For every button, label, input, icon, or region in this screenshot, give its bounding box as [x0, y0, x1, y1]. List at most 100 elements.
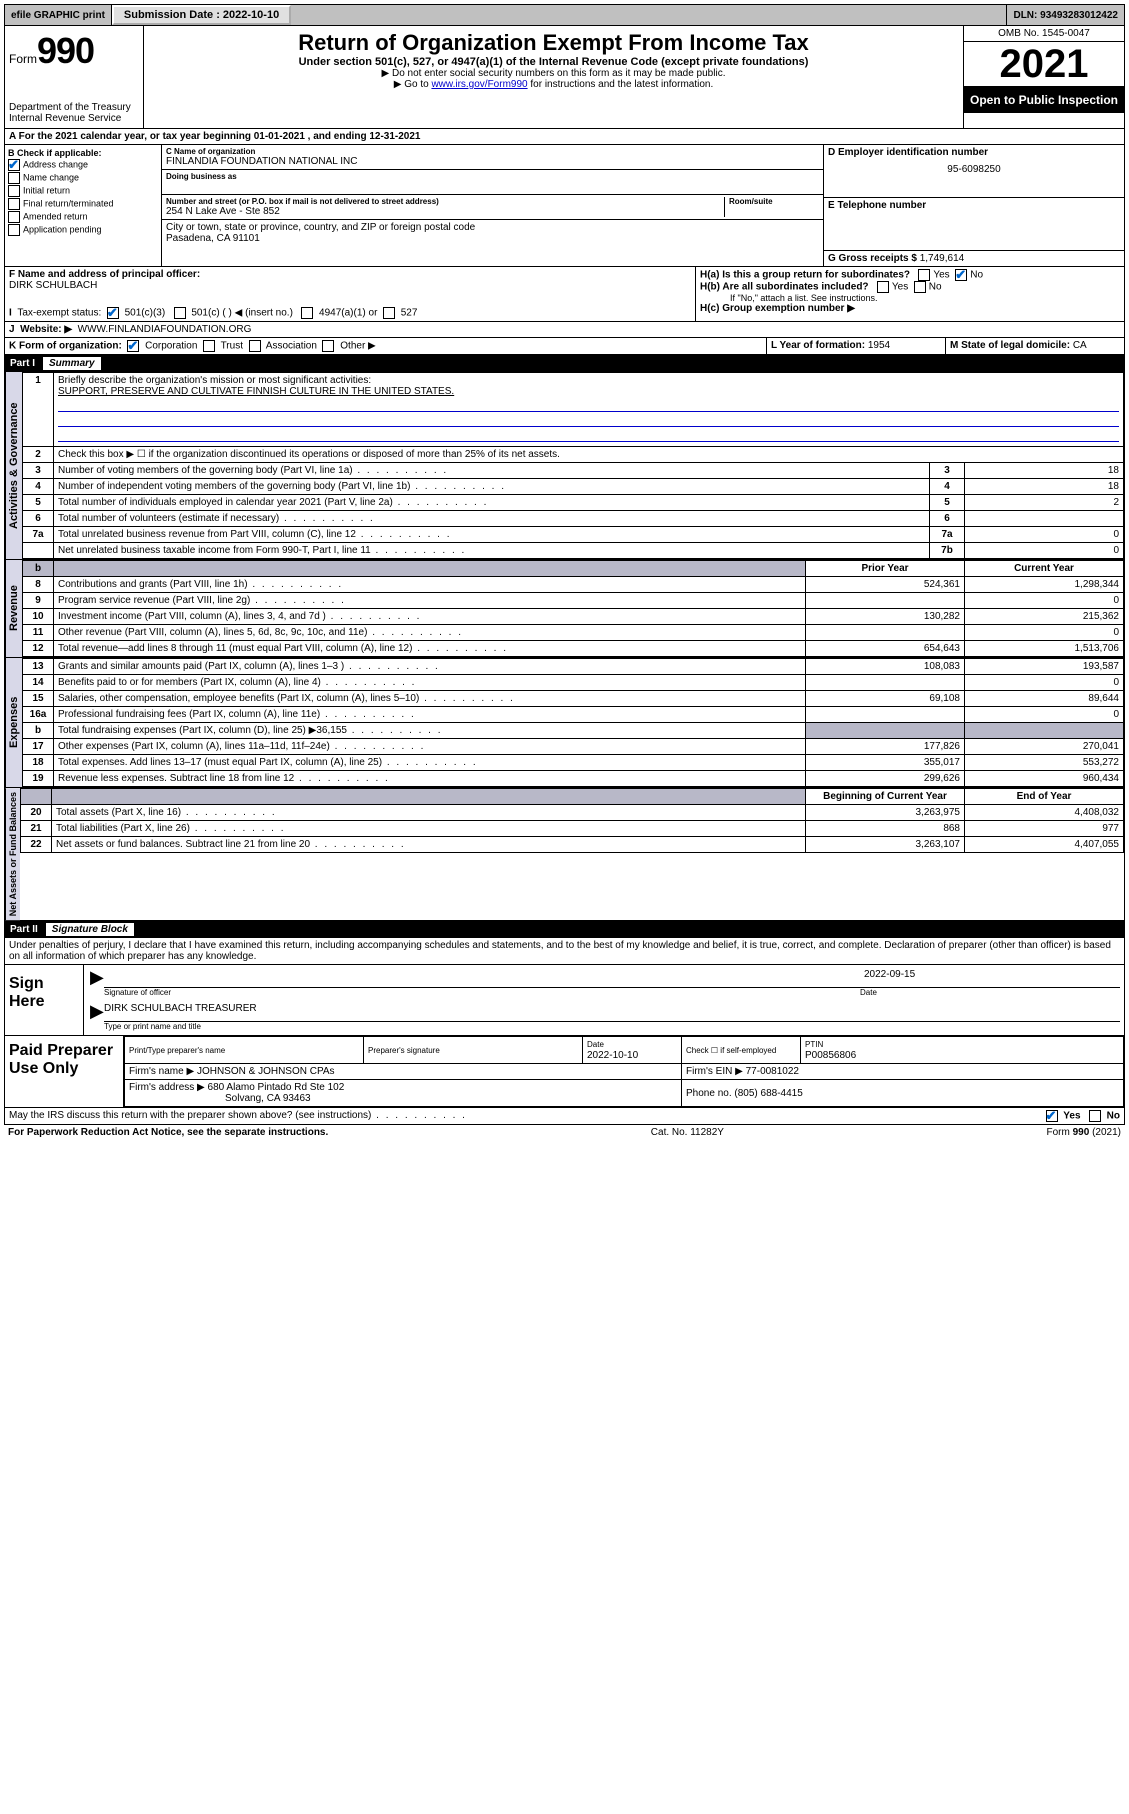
expenses-section: Expenses 13Grants and similar amounts pa…	[4, 658, 1125, 788]
entity-info-grid: B Check if applicable: Address change Na…	[4, 145, 1125, 267]
firm-ein-value: 77-0081022	[746, 1066, 799, 1077]
checkbox-icon	[8, 172, 20, 184]
ein-value: 95-6098250	[828, 164, 1120, 175]
chk-app-pending[interactable]: Application pending	[8, 224, 158, 236]
box-m: M State of legal domicile: CA	[946, 338, 1124, 354]
ha-label: H(a) Is this a group return for subordin…	[700, 270, 910, 281]
pra-notice: For Paperwork Reduction Act Notice, see …	[8, 1127, 328, 1138]
name-title-label: Type or print name and title	[104, 1022, 1120, 1031]
mission-blank-line	[58, 429, 1119, 442]
firm-addr2-value: Solvang, CA 93463	[129, 1093, 311, 1104]
checkbox-icon	[8, 224, 20, 236]
line-1: 1 Briefly describe the organization's mi…	[23, 373, 1124, 447]
chk-amended-return[interactable]: Amended return	[8, 211, 158, 223]
line-a-text: For the 2021 calendar year, or tax year …	[19, 131, 421, 142]
table-row: 19Revenue less expenses. Subtract line 1…	[23, 771, 1124, 787]
line-2: 2 Check this box ▶ ☐ if the organization…	[23, 447, 1124, 463]
line-a-tax-year: A For the 2021 calendar year, or tax yea…	[4, 129, 1125, 145]
form-number: 990	[37, 30, 94, 71]
gross-receipts-value: 1,749,614	[920, 253, 965, 264]
box-c: C Name of organization FINLANDIA FOUNDAT…	[162, 145, 823, 266]
irs-label: Internal Revenue Service	[9, 113, 139, 124]
form-prefix: Form	[9, 52, 37, 66]
prep-row-3: Firm's address ▶ 680 Alamo Pintado Rd St…	[125, 1080, 1124, 1107]
col-prior-year: Prior Year	[806, 561, 965, 577]
prep-row-1: Print/Type preparer's name Preparer's si…	[125, 1037, 1124, 1064]
self-employed-check[interactable]: Check ☐ if self-employed	[686, 1046, 776, 1055]
discuss-row: May the IRS discuss this return with the…	[4, 1108, 1125, 1125]
open-inspection-badge: Open to Public Inspection	[964, 87, 1124, 113]
hb-note: If "No," attach a list. See instructions…	[700, 293, 1120, 303]
firm-addr-label: Firm's address ▶	[129, 1082, 205, 1093]
sub3-post: for instructions and the latest informat…	[528, 79, 714, 90]
officer-name-title: DIRK SCHULBACH TREASURER	[104, 1003, 257, 1014]
checkbox-icon	[8, 159, 20, 171]
org-name-value: FINLANDIA FOUNDATION NATIONAL INC	[166, 156, 819, 167]
year-formation-label: L Year of formation:	[771, 340, 865, 351]
topbar-spacer	[291, 5, 1007, 25]
firm-ein-label: Firm's EIN ▶	[686, 1066, 743, 1077]
header-right: OMB No. 1545-0047 2021 Open to Public In…	[963, 26, 1124, 128]
signature-line[interactable]: ▶	[104, 969, 860, 988]
submission-date: Submission Date : 2022-10-10	[112, 5, 291, 25]
box-hc: H(c) Group exemption number ▶	[700, 303, 1120, 314]
year-formation-value: 1954	[868, 340, 890, 351]
mission-value: SUPPORT, PRESERVE AND CULTIVATE FINNISH …	[58, 386, 454, 397]
website-value: WWW.FINLANDIAFOUNDATION.ORG	[78, 324, 252, 335]
form-subtitle-2: ▶ Do not enter social security numbers o…	[150, 68, 957, 79]
phone-value: (805) 688-4415	[734, 1088, 802, 1099]
table-row: 15Salaries, other compensation, employee…	[23, 691, 1124, 707]
ptin-label: PTIN	[805, 1040, 823, 1049]
yes-label: Yes	[1063, 1111, 1080, 1122]
arrow-icon: ▶	[90, 1001, 104, 1022]
org-name-block: C Name of organization FINLANDIA FOUNDAT…	[162, 145, 823, 170]
box-hb: H(b) Are all subordinates included? Yes …	[700, 281, 1120, 293]
checkbox-icon	[249, 340, 261, 352]
form990-link[interactable]: www.irs.gov/Form990	[431, 79, 527, 90]
sign-here-block: Sign Here ▶ Signature of officer 2022-09…	[4, 965, 1125, 1036]
arrow-icon: ▶	[90, 967, 104, 988]
header-left: Form990 Department of the Treasury Inter…	[5, 26, 144, 128]
yes-label: Yes	[933, 270, 949, 281]
table-row: 10Investment income (Part VIII, column (…	[23, 609, 1124, 625]
chk-initial-return[interactable]: Initial return	[8, 185, 158, 197]
firm-name-label: Firm's name ▶	[129, 1066, 194, 1077]
table-row: 6Total number of volunteers (estimate if…	[23, 511, 1124, 527]
sign-here-label: Sign Here	[5, 965, 84, 1035]
checkbox-icon	[203, 340, 215, 352]
part1-number: Part I	[10, 358, 35, 369]
status-527: 527	[401, 308, 418, 319]
form-title: Return of Organization Exempt From Incom…	[150, 30, 957, 56]
tax-exempt-label: Tax-exempt status:	[17, 308, 101, 319]
website-label: Website: ▶	[20, 324, 72, 335]
governance-vlabel: Activities & Governance	[5, 372, 22, 559]
box-ha: H(a) Is this a group return for subordin…	[700, 269, 1120, 281]
chk-final-return[interactable]: Final return/terminated	[8, 198, 158, 210]
form-subtitle-3: ▶ Go to www.irs.gov/Form990 for instruct…	[150, 79, 957, 90]
dba-block: Doing business as	[162, 170, 823, 195]
street-value: 254 N Lake Ave - Ste 852	[166, 206, 724, 217]
table-row: 11Other revenue (Part VIII, column (A), …	[23, 625, 1124, 641]
governance-section: Activities & Governance 1 Briefly descri…	[4, 372, 1125, 560]
prep-name-label: Print/Type preparer's name	[129, 1046, 225, 1055]
telephone-label: E Telephone number	[828, 200, 926, 211]
street-label: Number and street (or P.O. box if mail i…	[166, 197, 724, 206]
page-footer: For Paperwork Reduction Act Notice, see …	[4, 1125, 1125, 1140]
form-number-block: Form990	[9, 30, 139, 72]
dln-label: DLN: 93493283012422	[1007, 5, 1124, 25]
chk-name-change[interactable]: Name change	[8, 172, 158, 184]
box-j-row: J Website: ▶ WWW.FINLANDIAFOUNDATION.ORG	[4, 322, 1125, 338]
name-title-line: ▶DIRK SCHULBACH TREASURER	[104, 1003, 1120, 1022]
checkbox-icon	[383, 307, 395, 319]
firm-name-value: JOHNSON & JOHNSON CPAs	[197, 1066, 335, 1077]
table-row: 7aTotal unrelated business revenue from …	[23, 527, 1124, 543]
form-subtitle-1: Under section 501(c), 527, or 4947(a)(1)…	[150, 56, 957, 68]
revenue-header-row: b Prior Year Current Year	[23, 561, 1124, 577]
chk-address-change[interactable]: Address change	[8, 159, 158, 171]
part1-title: Summary	[43, 357, 101, 370]
box-e: E Telephone number	[824, 198, 1124, 251]
firm-addr-value: 680 Alamo Pintado Rd Ste 102	[208, 1082, 345, 1093]
org-trust: Trust	[221, 341, 243, 352]
efile-graphic-label: efile GRAPHIC print	[5, 5, 112, 25]
part2-title: Signature Block	[46, 923, 134, 936]
